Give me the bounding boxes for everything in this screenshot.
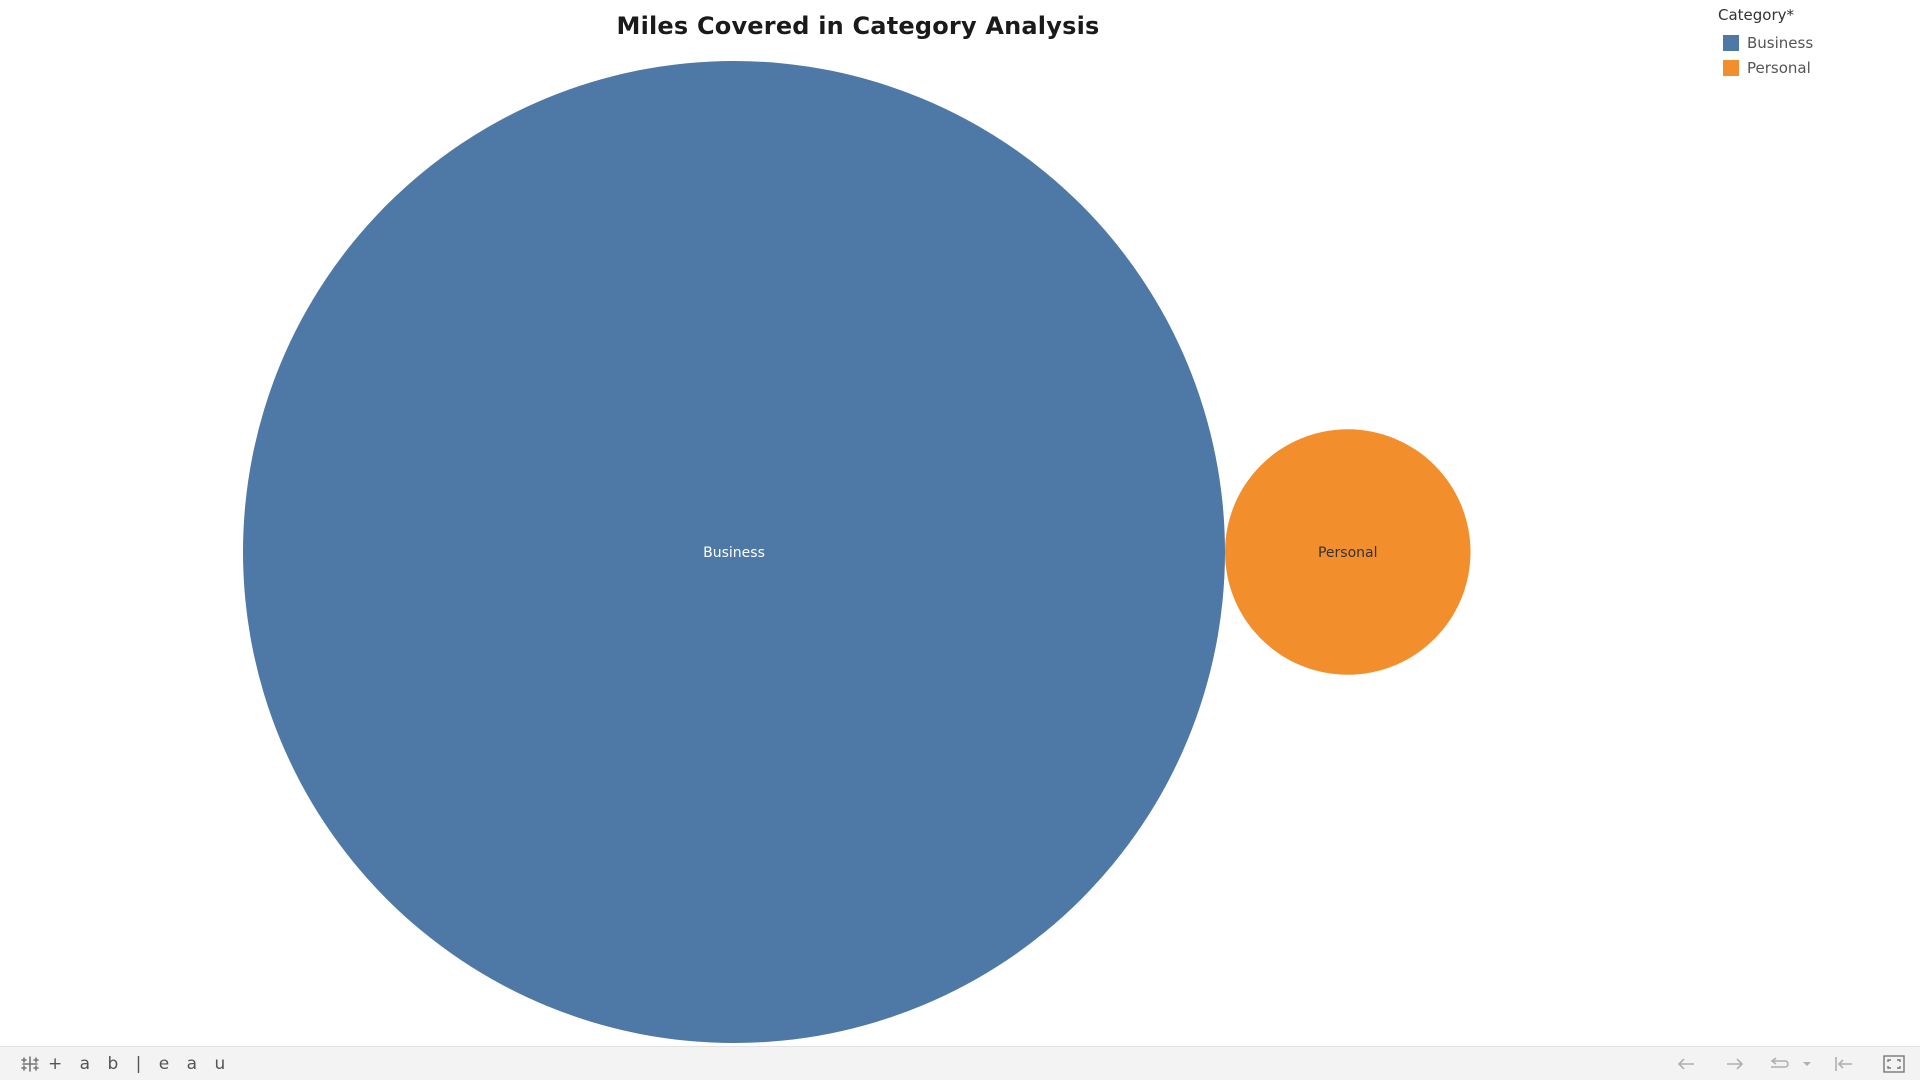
revert-button[interactable] — [1767, 1053, 1791, 1075]
viz-toolbar: + a b | e a u — [0, 1046, 1920, 1080]
bubble-business[interactable] — [243, 61, 1225, 1043]
revert-dropdown-icon — [1803, 1062, 1811, 1066]
viz-area: Miles Covered in Category Analysis Busin… — [243, 6, 1908, 1043]
revert-dropdown-button[interactable] — [1800, 1053, 1814, 1075]
tableau-logo-text: + a b | e a u — [48, 1054, 232, 1074]
legend-label-business: Business — [1747, 33, 1814, 52]
legend-swatch-personal — [1723, 59, 1739, 76]
reset-button[interactable] — [1832, 1053, 1856, 1075]
legend-item-personal[interactable]: Personal — [1718, 55, 1908, 80]
legend[interactable]: Category* Business Personal — [1718, 6, 1908, 80]
bubble-chart: Business Personal — [243, 61, 1471, 1043]
bubble-label-business: Business — [703, 545, 765, 561]
legend-label-personal: Personal — [1747, 58, 1811, 77]
legend-item-business[interactable]: Business — [1718, 30, 1908, 55]
redo-icon — [1727, 1058, 1744, 1070]
redo-button[interactable] — [1723, 1053, 1747, 1075]
legend-swatch-business — [1723, 34, 1739, 51]
fullscreen-button[interactable] — [1882, 1053, 1906, 1075]
bubble-personal[interactable] — [1225, 429, 1471, 675]
revert-icon — [1770, 1057, 1789, 1068]
fullscreen-icon — [1883, 1055, 1905, 1073]
legend-title: Category* — [1718, 6, 1795, 24]
undo-button[interactable] — [1674, 1053, 1698, 1075]
bubble-label-personal: Personal — [1318, 545, 1378, 561]
chart-title: Miles Covered in Category Analysis — [616, 12, 1100, 40]
reset-icon — [1835, 1057, 1852, 1071]
tableau-logo[interactable]: + a b | e a u — [20, 1054, 231, 1074]
tableau-logo-icon — [21, 1056, 39, 1072]
undo-icon — [1677, 1058, 1694, 1070]
